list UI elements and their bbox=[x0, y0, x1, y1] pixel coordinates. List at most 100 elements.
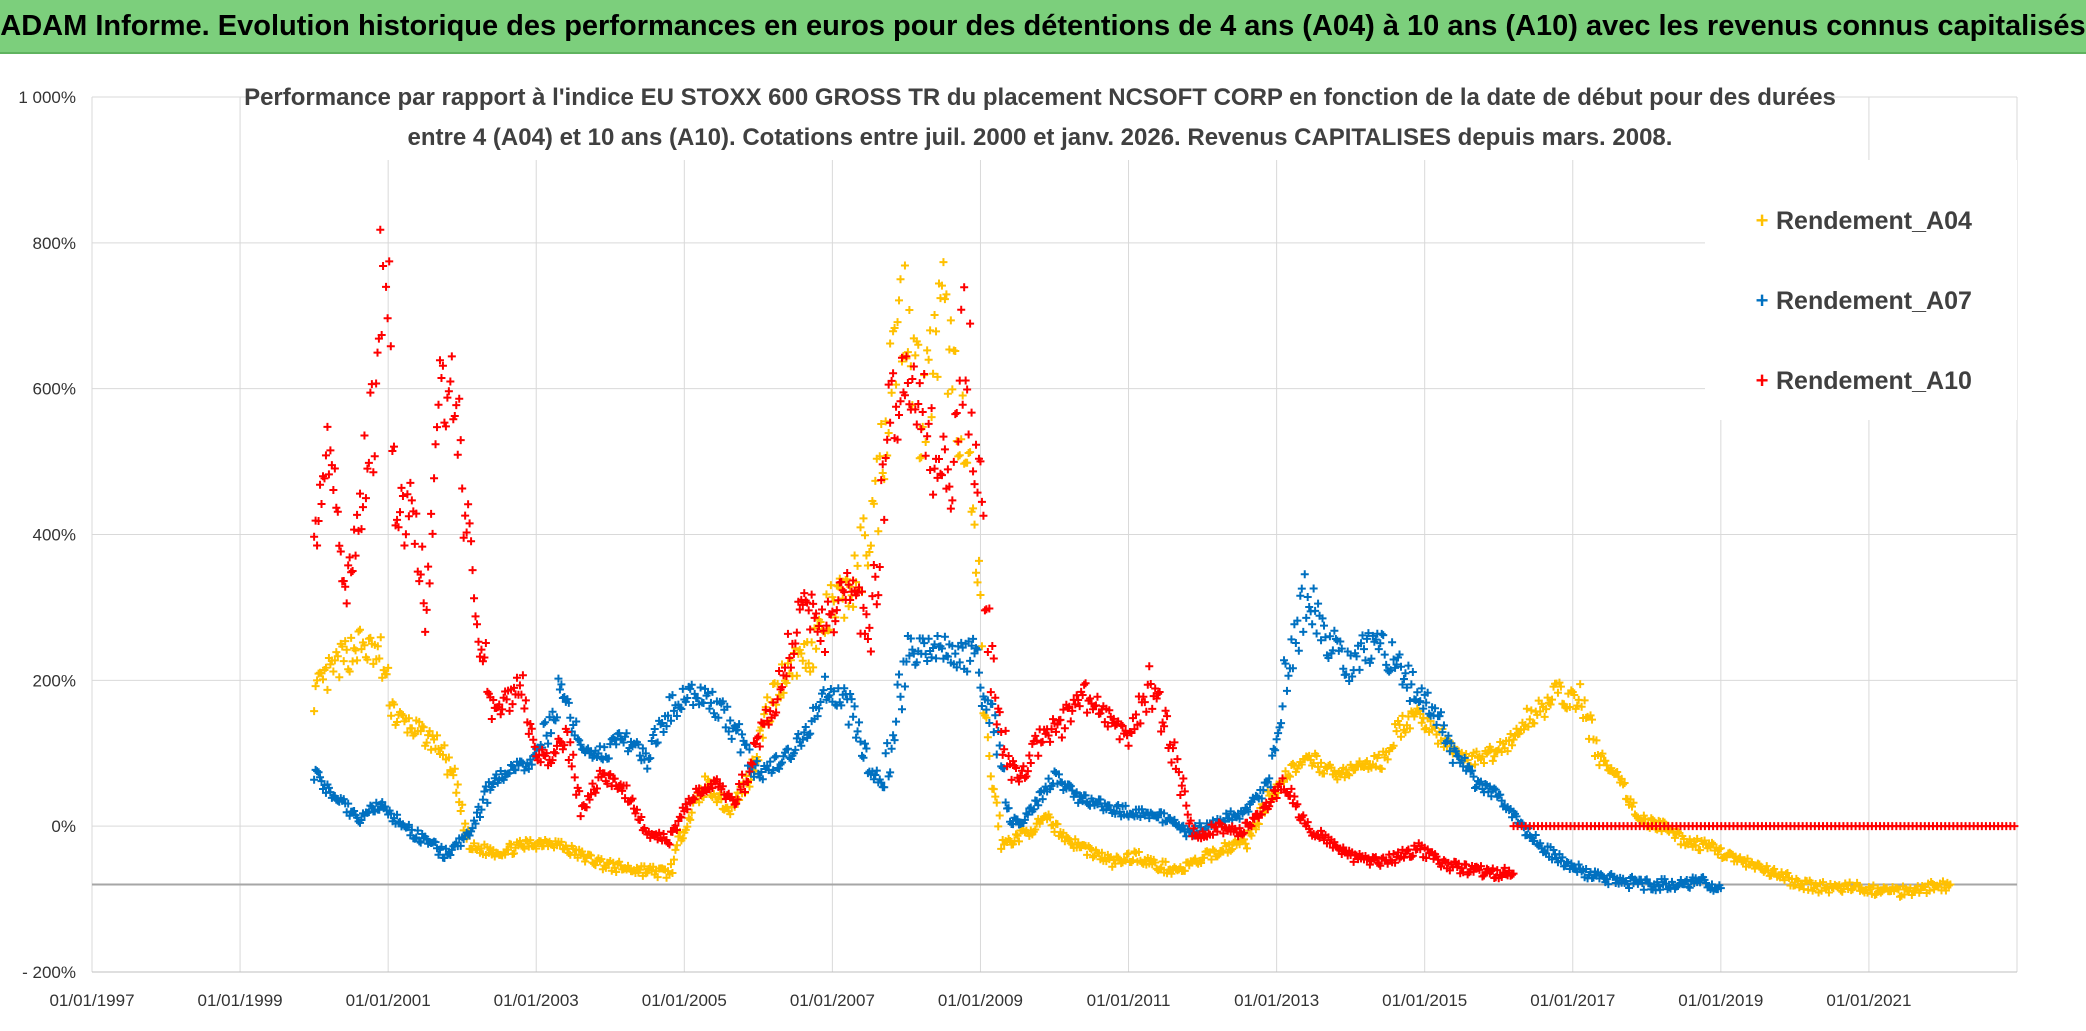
data-point bbox=[1395, 650, 1404, 659]
data-point bbox=[548, 707, 557, 716]
data-point bbox=[786, 663, 795, 672]
data-point bbox=[587, 851, 596, 860]
legend-item-a04[interactable]: + Rendement_A04 bbox=[1756, 207, 1972, 235]
data-point bbox=[1151, 858, 1160, 867]
data-point bbox=[797, 649, 806, 658]
data-point bbox=[778, 683, 787, 692]
data-point bbox=[686, 684, 695, 693]
data-point bbox=[923, 657, 932, 666]
data-point bbox=[1359, 645, 1368, 654]
data-point bbox=[912, 420, 921, 429]
data-point bbox=[367, 802, 376, 811]
data-point bbox=[1074, 798, 1083, 807]
data-point bbox=[631, 809, 640, 818]
data-point bbox=[373, 642, 382, 651]
data-point bbox=[831, 617, 840, 626]
data-point bbox=[1222, 809, 1231, 818]
data-point bbox=[820, 672, 829, 681]
data-point bbox=[856, 523, 865, 532]
data-point bbox=[310, 532, 319, 541]
data-point bbox=[353, 656, 362, 665]
data-point bbox=[1114, 801, 1123, 810]
data-point bbox=[929, 490, 938, 499]
data-point bbox=[1179, 821, 1188, 830]
data-point bbox=[440, 741, 449, 750]
data-point bbox=[357, 525, 366, 534]
data-point bbox=[428, 529, 437, 538]
data-point bbox=[412, 509, 421, 518]
data-point bbox=[1508, 870, 1517, 879]
data-point bbox=[804, 730, 813, 739]
data-point bbox=[884, 429, 893, 438]
data-point bbox=[1251, 825, 1260, 834]
data-point bbox=[544, 739, 553, 748]
data-point bbox=[400, 541, 409, 550]
data-point bbox=[1057, 733, 1066, 742]
data-point bbox=[1475, 865, 1484, 874]
data-point bbox=[1022, 809, 1031, 818]
data-point bbox=[323, 422, 332, 431]
data-point bbox=[982, 713, 991, 722]
data-point bbox=[1357, 639, 1366, 648]
data-point bbox=[1269, 744, 1278, 753]
data-point bbox=[772, 708, 781, 717]
data-point bbox=[681, 800, 690, 809]
data-point bbox=[1819, 878, 1828, 887]
data-point bbox=[1448, 758, 1457, 767]
data-point bbox=[1121, 856, 1130, 865]
data-point bbox=[600, 743, 609, 752]
data-point bbox=[1054, 770, 1063, 779]
data-point bbox=[609, 858, 618, 867]
data-point bbox=[394, 523, 403, 532]
data-point bbox=[612, 868, 621, 877]
data-point bbox=[920, 639, 929, 648]
data-point bbox=[1163, 712, 1172, 721]
data-point bbox=[441, 422, 450, 431]
data-point bbox=[1487, 745, 1496, 754]
data-point bbox=[900, 682, 909, 691]
data-point bbox=[837, 578, 846, 587]
data-point bbox=[745, 767, 754, 776]
legend[interactable]: + Rendement_A04 + Rendement_A07 + Rendem… bbox=[1705, 160, 2017, 420]
data-point bbox=[1577, 702, 1586, 711]
data-point bbox=[664, 838, 673, 847]
data-point bbox=[872, 766, 881, 775]
data-point bbox=[1311, 606, 1320, 615]
y-tick-label: 600% bbox=[33, 380, 76, 399]
data-point bbox=[615, 729, 624, 738]
data-point bbox=[1570, 691, 1579, 700]
legend-item-a07[interactable]: + Rendement_A07 bbox=[1756, 287, 1972, 315]
data-point bbox=[933, 473, 942, 482]
data-point bbox=[1305, 602, 1314, 611]
data-point bbox=[1272, 793, 1281, 802]
data-point bbox=[726, 810, 735, 819]
data-point bbox=[822, 590, 831, 599]
data-point bbox=[1247, 831, 1256, 840]
data-point bbox=[1436, 708, 1445, 717]
data-point bbox=[1337, 768, 1346, 777]
data-point bbox=[564, 698, 573, 707]
data-point bbox=[823, 597, 832, 606]
legend-label-a07: Rendement_A07 bbox=[1776, 287, 1972, 315]
data-point bbox=[1161, 706, 1170, 715]
data-point bbox=[1626, 873, 1635, 882]
data-point bbox=[566, 738, 575, 747]
data-point bbox=[1318, 614, 1327, 623]
data-point bbox=[330, 464, 339, 473]
data-point bbox=[310, 775, 319, 784]
legend-item-a10[interactable]: + Rendement_A10 bbox=[1756, 367, 1972, 395]
data-point bbox=[339, 657, 348, 666]
data-point bbox=[1598, 749, 1607, 758]
data-point bbox=[1274, 729, 1283, 738]
data-point bbox=[314, 517, 323, 526]
data-point bbox=[911, 405, 920, 414]
data-point bbox=[555, 685, 564, 694]
data-point bbox=[675, 703, 684, 712]
data-point bbox=[1086, 694, 1095, 703]
data-point bbox=[1259, 803, 1268, 812]
data-point bbox=[1509, 869, 1518, 878]
data-point bbox=[1416, 697, 1425, 706]
data-point bbox=[326, 660, 335, 669]
data-point bbox=[1308, 620, 1317, 629]
data-point bbox=[758, 775, 767, 784]
